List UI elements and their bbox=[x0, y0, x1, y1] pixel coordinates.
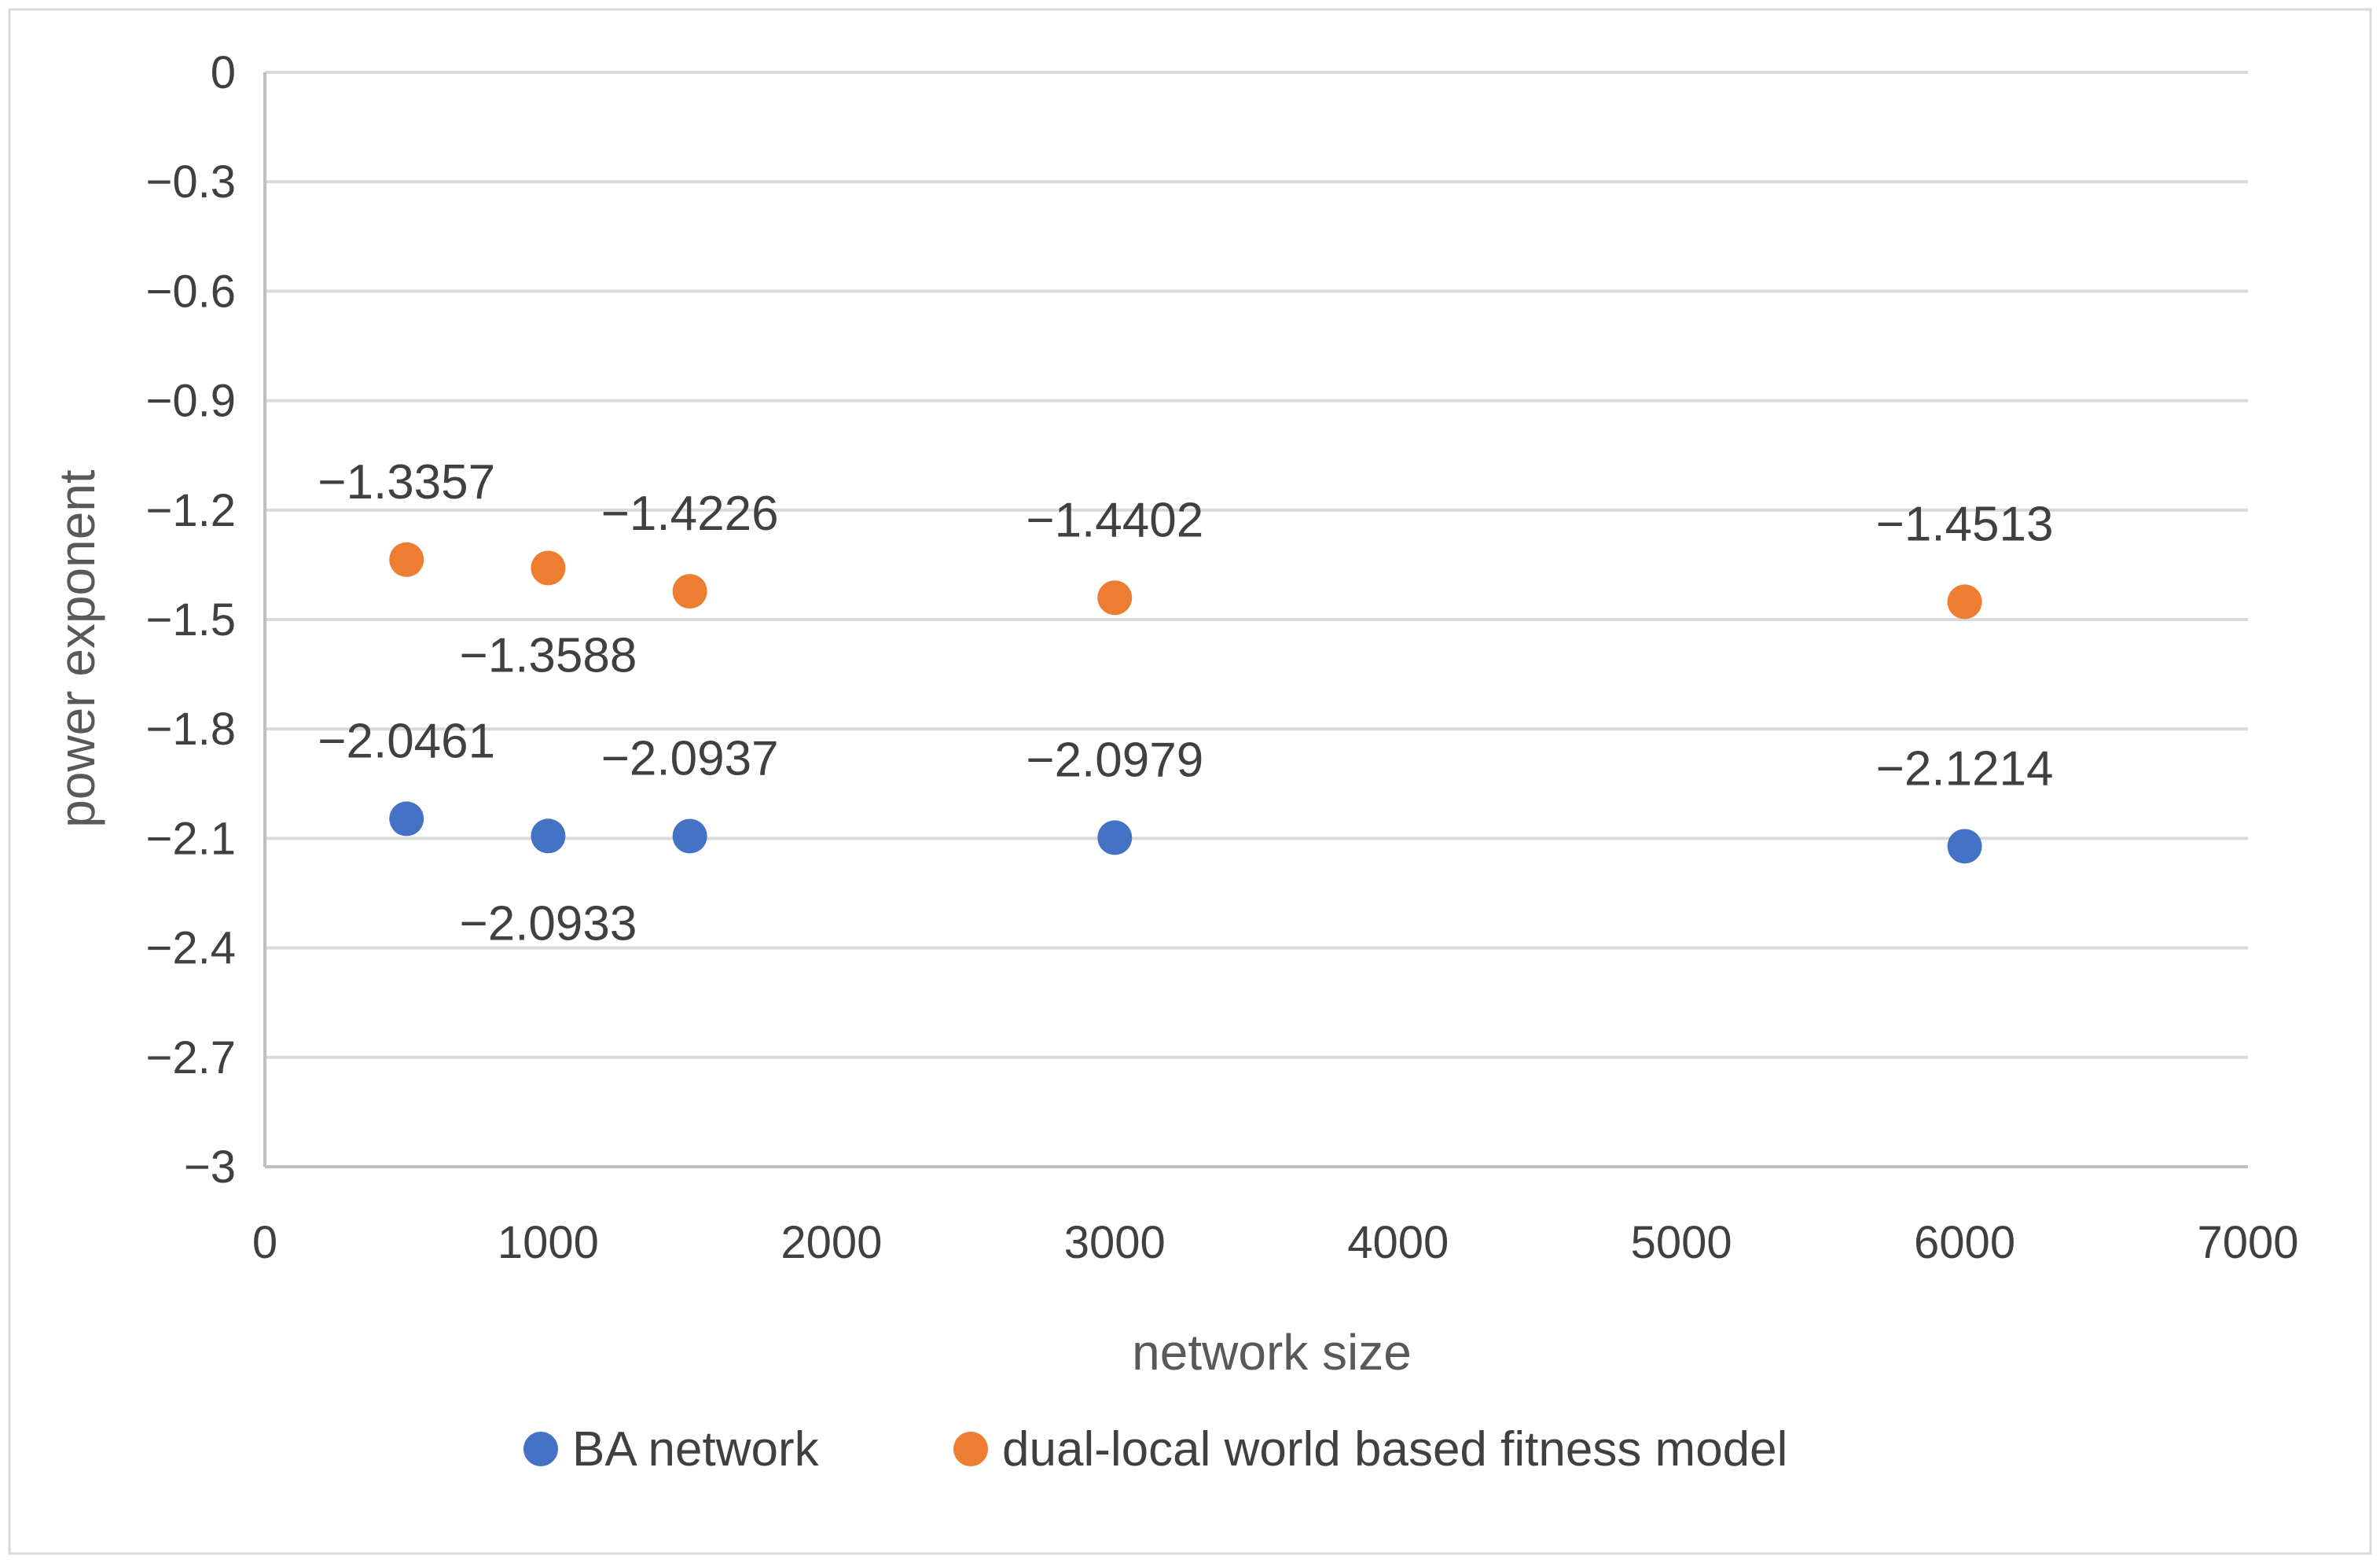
data-label: −1.4402 bbox=[1026, 493, 1203, 547]
legend-label: BA network bbox=[572, 1422, 820, 1477]
data-point bbox=[672, 818, 707, 854]
data-label: −2.0979 bbox=[1026, 733, 1203, 787]
data-point bbox=[672, 574, 707, 609]
legend-label: dual-local world based fitness model bbox=[1002, 1422, 1787, 1477]
data-label: −1.4226 bbox=[601, 487, 779, 541]
chart-frame bbox=[8, 8, 2372, 1555]
x-tick-labels: 0 1000 2000 3000 4000 5000 6000 7000 bbox=[252, 1217, 2299, 1268]
data-point bbox=[1947, 584, 1982, 620]
legend-marker bbox=[523, 1432, 558, 1466]
y-tick-label: −2.4 bbox=[146, 923, 237, 974]
y-tick-label: −1.8 bbox=[146, 704, 237, 755]
data-point bbox=[389, 542, 424, 577]
data-label: −2.0933 bbox=[460, 896, 637, 951]
y-tick-label: −3 bbox=[184, 1142, 236, 1193]
y-tick-label: −0.6 bbox=[146, 266, 237, 317]
x-tick-label: 5000 bbox=[1631, 1217, 1732, 1268]
y-tick-label: −1.2 bbox=[146, 485, 237, 536]
x-tick-label: 1000 bbox=[498, 1217, 599, 1268]
x-tick-label: 4000 bbox=[1347, 1217, 1449, 1268]
data-label: −1.4513 bbox=[1876, 497, 2054, 551]
data-points bbox=[389, 542, 1982, 864]
x-tick-label: 2000 bbox=[780, 1217, 882, 1268]
axes bbox=[263, 72, 2248, 1168]
data-label: −1.3588 bbox=[460, 628, 637, 682]
y-tick-label: −0.9 bbox=[146, 376, 237, 427]
data-labels: −2.0461 −2.0933 −2.0937 −2.0979 −2.1214 −1.33… bbox=[318, 455, 2053, 951]
data-point bbox=[1097, 580, 1133, 616]
data-label: −2.1214 bbox=[1876, 741, 2054, 796]
x-axis-title: network size bbox=[1132, 1324, 1412, 1381]
data-point bbox=[1097, 820, 1133, 855]
x-tick-label: 3000 bbox=[1064, 1217, 1166, 1268]
legend: BA network dual-local world based fitness… bbox=[523, 1422, 1787, 1477]
y-tick-labels: 0 −0.3 −0.6 −0.9 −1.2 −1.5 −1.8 −2.1 −2.4 −2.7 −3 bbox=[146, 47, 237, 1193]
data-label: −2.0937 bbox=[601, 731, 779, 785]
legend-marker bbox=[953, 1432, 988, 1466]
y-axis-title: power exponent bbox=[49, 469, 105, 828]
y-tick-label: −0.3 bbox=[146, 156, 237, 208]
data-label: −1.3357 bbox=[318, 455, 495, 509]
y-tick-label: −2.7 bbox=[146, 1032, 237, 1083]
x-tick-label: 6000 bbox=[1914, 1217, 2015, 1268]
data-point bbox=[531, 818, 566, 854]
data-label: −2.0461 bbox=[318, 714, 495, 768]
y-tick-label: −2.1 bbox=[146, 813, 237, 864]
y-tick-label: 0 bbox=[211, 47, 236, 98]
data-point bbox=[531, 550, 566, 586]
data-point bbox=[1947, 829, 1982, 864]
x-tick-label: 0 bbox=[252, 1217, 277, 1268]
y-tick-label: −1.5 bbox=[146, 594, 237, 645]
x-tick-label: 7000 bbox=[2197, 1217, 2298, 1268]
gridlines bbox=[265, 71, 2248, 1059]
data-point bbox=[389, 801, 424, 837]
